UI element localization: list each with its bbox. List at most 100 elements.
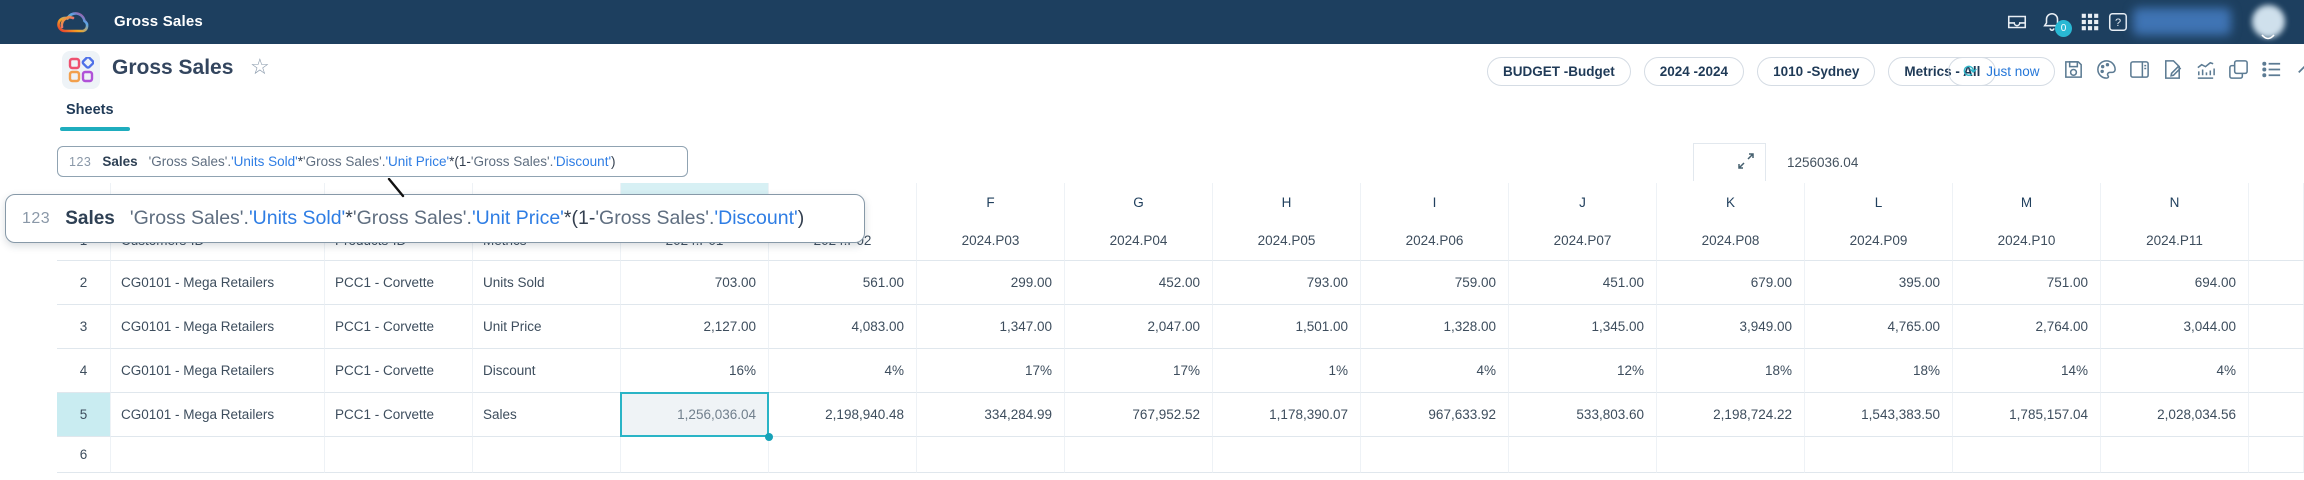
chip-location[interactable]: 1010 -Sydney bbox=[1757, 57, 1876, 86]
row-number[interactable]: 3 bbox=[57, 305, 111, 349]
grid-cell[interactable]: 561.00 bbox=[769, 261, 917, 305]
selection-fill-handle[interactable] bbox=[765, 433, 773, 441]
column-header-N[interactable]: N bbox=[2101, 183, 2249, 221]
grid-cell[interactable]: 4,083.00 bbox=[769, 305, 917, 349]
grid-cell-header[interactable]: 2024.P04 bbox=[1065, 221, 1213, 261]
column-header-J[interactable]: J bbox=[1509, 183, 1657, 221]
grid-cell[interactable] bbox=[1213, 437, 1361, 473]
user-avatar[interactable] bbox=[2252, 5, 2285, 38]
formula-bar[interactable]: 123 Sales 'Gross Sales'.'Units Sold'*'Gr… bbox=[57, 146, 688, 177]
grid-cell[interactable]: 17% bbox=[917, 349, 1065, 393]
favorite-star-icon[interactable]: ☆ bbox=[250, 54, 270, 79]
grid-cell[interactable]: 694.00 bbox=[2101, 261, 2249, 305]
grid-cell[interactable] bbox=[325, 437, 473, 473]
copy-icon[interactable] bbox=[2227, 58, 2250, 81]
chip-metrics[interactable]: Metrics - All bbox=[1888, 57, 1997, 86]
grid-cell[interactable] bbox=[2101, 437, 2249, 473]
grid-cell[interactable]: 2,198,940.48 bbox=[769, 393, 917, 437]
grid-cell[interactable] bbox=[1805, 437, 1953, 473]
grid-cell[interactable]: 751.00 bbox=[1953, 261, 2101, 305]
grid-cell-header[interactable]: 2024.P08 bbox=[1657, 221, 1805, 261]
grid-cell[interactable] bbox=[1361, 437, 1509, 473]
grid-cell[interactable]: 2,764.00 bbox=[1953, 305, 2101, 349]
apps-grid-icon[interactable] bbox=[2079, 11, 2101, 33]
grid-cell[interactable]: 1,178,390.07 bbox=[1213, 393, 1361, 437]
expand-icon[interactable] bbox=[1736, 151, 1756, 171]
grid-cell[interactable]: 2,127.00 bbox=[621, 305, 769, 349]
column-header-L[interactable]: L bbox=[1805, 183, 1953, 221]
grid-cell[interactable]: 18% bbox=[1805, 349, 1953, 393]
grid-cell[interactable]: 334,284.99 bbox=[917, 393, 1065, 437]
grid-cell-header[interactable]: 2024.P11 bbox=[2101, 221, 2249, 261]
column-header-H[interactable]: H bbox=[1213, 183, 1361, 221]
grid-cell[interactable]: PCC1 - Corvette bbox=[325, 261, 473, 305]
grid-cell[interactable]: 452.00 bbox=[1065, 261, 1213, 305]
grid-cell[interactable]: 1,345.00 bbox=[1509, 305, 1657, 349]
grid-cell-header[interactable]: 2024.P03 bbox=[917, 221, 1065, 261]
grid-cell[interactable]: CG0101 - Mega Retailers bbox=[111, 305, 325, 349]
grid-cell[interactable]: PCC1 - Corvette bbox=[325, 305, 473, 349]
grid-cell[interactable]: 12% bbox=[1509, 349, 1657, 393]
grid-cell[interactable] bbox=[2249, 349, 2304, 393]
selected-cell-outline[interactable] bbox=[620, 392, 769, 437]
list-icon[interactable] bbox=[2260, 58, 2283, 81]
chart-icon[interactable] bbox=[2194, 58, 2217, 81]
grid-cell[interactable]: 2,028,034.56 bbox=[2101, 393, 2249, 437]
grid-cell[interactable] bbox=[2249, 393, 2304, 437]
grid-cell[interactable] bbox=[621, 437, 769, 473]
notification-count-badge[interactable]: 0 bbox=[2055, 20, 2072, 37]
chip-time[interactable]: 2024 -2024 bbox=[1643, 57, 1745, 86]
column-header-K[interactable]: K bbox=[1657, 183, 1805, 221]
save-icon[interactable] bbox=[2062, 58, 2085, 81]
grid-cell[interactable]: 4% bbox=[1361, 349, 1509, 393]
grid-cell[interactable] bbox=[1657, 437, 1805, 473]
row-number[interactable]: 5 bbox=[57, 393, 111, 437]
grid-cell[interactable] bbox=[2249, 221, 2304, 261]
grid-cell[interactable]: 1,543,383.50 bbox=[1805, 393, 1953, 437]
help-icon[interactable]: ? bbox=[2107, 11, 2129, 33]
grid-cell-header[interactable]: 2024.P09 bbox=[1805, 221, 1953, 261]
grid-cell[interactable]: 14% bbox=[1953, 349, 2101, 393]
grid-cell[interactable]: 767,952.52 bbox=[1065, 393, 1213, 437]
grid-cell-header[interactable]: 2024.P10 bbox=[1953, 221, 2101, 261]
grid-cell[interactable]: 4% bbox=[769, 349, 917, 393]
grid-cell[interactable]: 1,785,157.04 bbox=[1953, 393, 2101, 437]
grid-cell[interactable]: 793.00 bbox=[1213, 261, 1361, 305]
grid-cell[interactable]: 4,765.00 bbox=[1805, 305, 1953, 349]
grid-cell[interactable]: 17% bbox=[1065, 349, 1213, 393]
cell-value-field[interactable]: 1256036.04 bbox=[1766, 143, 2304, 181]
grid-cell[interactable]: 759.00 bbox=[1361, 261, 1509, 305]
column-header-M[interactable]: M bbox=[1953, 183, 2101, 221]
tab-sheets[interactable]: Sheets bbox=[66, 102, 114, 118]
grid-cell[interactable]: CG0101 - Mega Retailers bbox=[111, 261, 325, 305]
grid-cell[interactable]: 1,501.00 bbox=[1213, 305, 1361, 349]
grid-cell[interactable]: 16% bbox=[621, 349, 769, 393]
grid-cell[interactable]: 1% bbox=[1213, 349, 1361, 393]
grid-cell[interactable]: 1,347.00 bbox=[917, 305, 1065, 349]
grid-cell[interactable]: CG0101 - Mega Retailers bbox=[111, 349, 325, 393]
grid-cell[interactable] bbox=[473, 437, 621, 473]
chip-version[interactable]: BUDGET -Budget bbox=[1487, 57, 1631, 86]
grid-cell[interactable]: 703.00 bbox=[621, 261, 769, 305]
grid-cell[interactable]: PCC1 - Corvette bbox=[325, 349, 473, 393]
redacted-action-button[interactable] bbox=[2133, 8, 2231, 35]
grid-cell[interactable]: Discount bbox=[473, 349, 621, 393]
grid-cell[interactable]: 451.00 bbox=[1509, 261, 1657, 305]
grid-cell[interactable]: 2,198,724.22 bbox=[1657, 393, 1805, 437]
column-header-G[interactable]: G bbox=[1065, 183, 1213, 221]
grid-cell[interactable] bbox=[917, 437, 1065, 473]
column-header-F[interactable]: F bbox=[917, 183, 1065, 221]
column-header-I[interactable]: I bbox=[1361, 183, 1509, 221]
grid-cell[interactable]: Sales bbox=[473, 393, 621, 437]
grid-cell[interactable] bbox=[769, 437, 917, 473]
grid-cell[interactable]: 2,047.00 bbox=[1065, 305, 1213, 349]
grid-cell[interactable] bbox=[1509, 437, 1657, 473]
refresh-pill[interactable]: ⟳ Just now bbox=[1948, 57, 2055, 86]
app-grid-icon[interactable] bbox=[62, 51, 100, 89]
grid-cell[interactable]: 533,803.60 bbox=[1509, 393, 1657, 437]
row-number[interactable]: 4 bbox=[57, 349, 111, 393]
collapse-chevron-icon[interactable] bbox=[2293, 58, 2304, 81]
grid-cell[interactable]: 967,633.92 bbox=[1361, 393, 1509, 437]
grid-cell[interactable]: 395.00 bbox=[1805, 261, 1953, 305]
grid-cell[interactable] bbox=[2249, 305, 2304, 349]
